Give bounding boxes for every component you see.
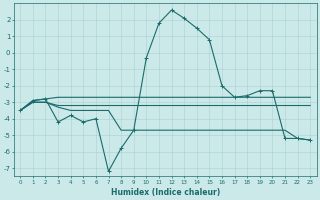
X-axis label: Humidex (Indice chaleur): Humidex (Indice chaleur) [111, 188, 220, 197]
